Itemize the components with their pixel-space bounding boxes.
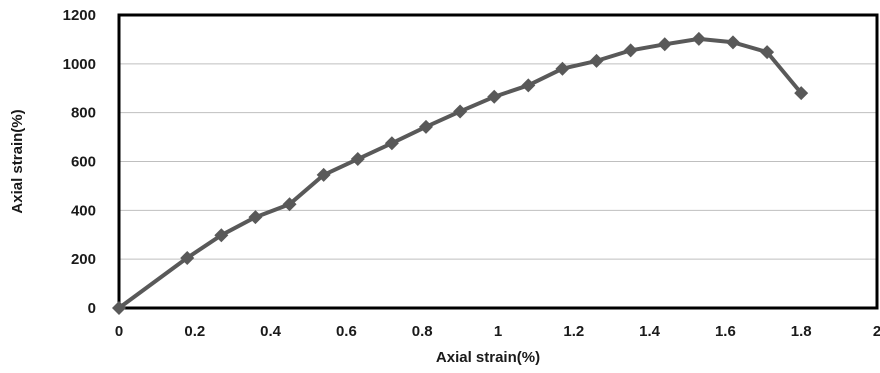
data-point-marker <box>487 89 502 104</box>
y-tick-label: 0 <box>88 300 96 317</box>
data-point-marker <box>350 152 365 167</box>
data-point-marker <box>180 250 195 265</box>
data-point-marker <box>691 31 706 46</box>
x-tick-label: 1.8 <box>791 323 812 340</box>
x-tick-label: 0 <box>115 323 123 340</box>
x-tick-labels: 0 0.2 0.4 0.6 0.8 1 1.2 1.4 1.6 1.8 2 <box>115 323 880 340</box>
y-tick-labels: 0 200 400 600 800 1000 1200 <box>63 7 96 317</box>
y-tick-label: 800 <box>71 105 96 122</box>
data-point-marker <box>657 37 672 52</box>
data-point-marker <box>521 78 536 93</box>
x-tick-label: 0.4 <box>260 323 282 340</box>
y-axis-title: Axial strain(%) <box>9 109 26 213</box>
data-point-marker <box>623 43 638 58</box>
data-point-marker <box>760 45 775 60</box>
data-point-marker <box>214 228 229 243</box>
x-tick-label: 0.6 <box>336 323 357 340</box>
x-tick-label: 0.8 <box>412 323 433 340</box>
y-tick-label: 600 <box>71 154 96 171</box>
data-point-marker <box>384 136 399 151</box>
data-point-marker <box>248 210 263 225</box>
y-tick-label: 400 <box>71 202 96 219</box>
data-point-marker <box>316 167 331 182</box>
series-line <box>117 36 803 310</box>
x-tick-label: 1.4 <box>639 323 661 340</box>
data-point-marker <box>112 301 126 315</box>
series-markers <box>112 31 809 315</box>
data-point-marker <box>453 104 468 119</box>
x-axis-title: Axial strain(%) <box>436 349 540 366</box>
data-point-marker <box>589 53 604 68</box>
x-tick-label: 2 <box>873 323 880 340</box>
data-point-marker <box>725 35 740 50</box>
y-tick-label: 200 <box>71 251 96 268</box>
data-point-marker <box>418 119 433 134</box>
data-point-marker <box>794 86 809 101</box>
gridlines <box>119 63 877 260</box>
y-tick-label: 1200 <box>63 7 96 24</box>
x-tick-label: 0.2 <box>184 323 205 340</box>
plot-area-frame <box>117 13 879 310</box>
y-tick-label: 1000 <box>63 56 96 73</box>
x-tick-label: 1.6 <box>715 323 736 340</box>
x-tick-label: 1.2 <box>563 323 584 340</box>
data-point-marker <box>555 61 570 76</box>
data-point-marker <box>282 197 297 212</box>
x-tick-label: 1 <box>494 323 502 340</box>
